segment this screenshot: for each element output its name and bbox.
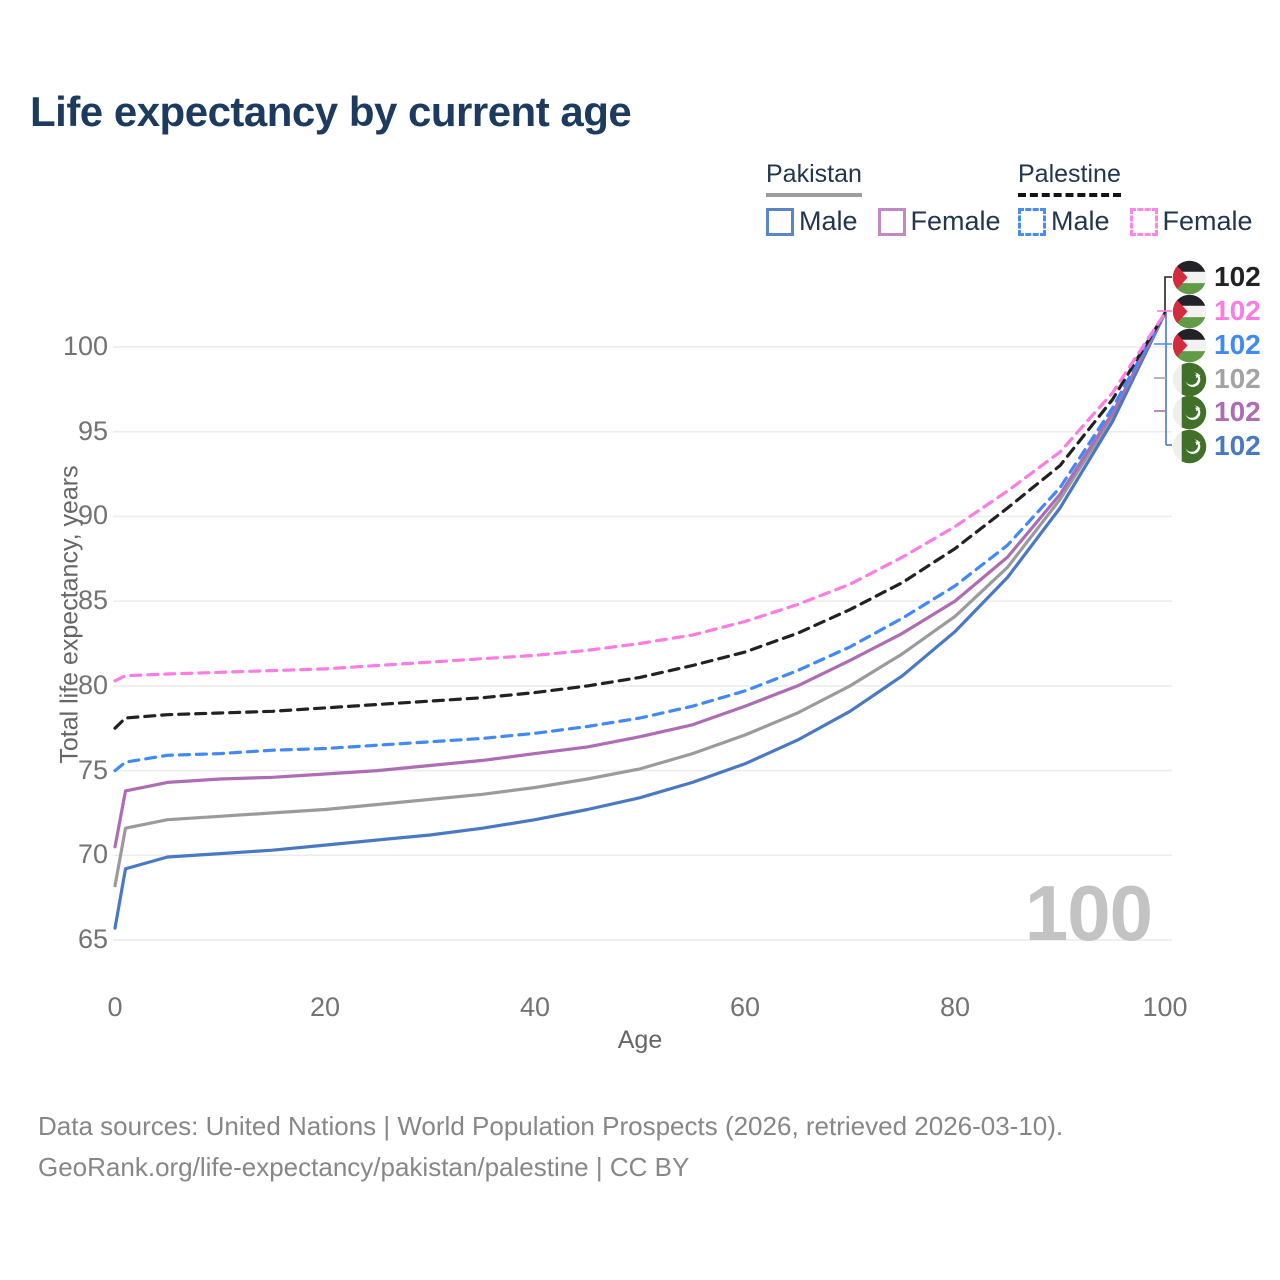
legend-item-palestine-female[interactable]: Female — [1129, 206, 1253, 237]
attribution-line: GeoRank.org/life-expectancy/pakistan/pal… — [38, 1152, 690, 1182]
legend-title-pakistan: Pakistan — [766, 160, 862, 197]
x-axis-title: Age — [617, 1026, 663, 1054]
legend-group-palestine: Palestine Male Female — [1018, 160, 1253, 237]
x-tick-label-80: 80 — [939, 992, 971, 1022]
palestine-male-swatch-icon[interactable] — [1018, 207, 1046, 236]
legend-title-palestine: Palestine — [1018, 160, 1121, 197]
footer: Data sources: United Nations | World Pop… — [38, 1106, 1063, 1188]
end-label-palestine-both[interactable]: 102 — [1172, 259, 1261, 295]
y-tick-label-95: 95 — [77, 415, 108, 446]
pakistan-flag-icon — [1172, 362, 1207, 396]
line-palestine-female[interactable] — [113, 311, 1167, 683]
end-label-pakistan-female[interactable]: 102 — [1172, 394, 1261, 430]
palestine-female-swatch-icon[interactable] — [1129, 207, 1158, 236]
line-palestine-both[interactable] — [113, 311, 1167, 730]
data-source-line: Data sources: United Nations | World Pop… — [38, 1111, 1064, 1141]
legend-group-pakistan: Pakistan Male Female — [766, 160, 1001, 237]
line-pakistan-both[interactable] — [113, 311, 1167, 888]
y-tick-label-90: 90 — [77, 500, 108, 531]
x-tick-label-100: 100 — [1142, 992, 1188, 1022]
palestine-flag-icon — [1172, 260, 1207, 294]
hover-age-watermark: 100 — [1024, 869, 1153, 957]
x-tick-label-0: 0 — [107, 992, 123, 1022]
pakistan-female-swatch-icon[interactable] — [877, 207, 906, 236]
pakistan-flag-icon — [1172, 429, 1207, 463]
y-tick-label-85: 85 — [77, 585, 108, 616]
palestine-flag-icon — [1172, 294, 1207, 328]
end-label-palestine-female[interactable]: 102 — [1172, 293, 1261, 329]
end-label-palestine-male[interactable]: 102 — [1172, 327, 1261, 363]
line-pakistan-female[interactable] — [113, 311, 1167, 849]
y-tick-label-65: 65 — [77, 924, 108, 954]
line-palestine-male[interactable] — [113, 311, 1167, 773]
leader-palestine-both — [1164, 276, 1172, 312]
y-tick-label-100: 100 — [62, 331, 108, 361]
page-title: Life expectancy by current age — [30, 88, 632, 135]
palestine-flag-icon — [1172, 328, 1207, 362]
x-tick-label-60: 60 — [729, 992, 761, 1022]
line-pakistan-male[interactable] — [113, 311, 1167, 930]
y-tick-label-80: 80 — [77, 669, 108, 700]
legend-item-pakistan-female[interactable]: Female — [877, 206, 1001, 237]
y-tick-label-70: 70 — [77, 839, 108, 870]
x-tick-label-20: 20 — [309, 992, 341, 1022]
x-tick-label-40: 40 — [519, 992, 551, 1022]
legend-item-pakistan-male[interactable]: Male — [766, 206, 858, 237]
pakistan-male-swatch-icon[interactable] — [766, 207, 794, 236]
end-label-pakistan-both[interactable]: 102 — [1172, 361, 1261, 397]
pakistan-flag-icon — [1172, 395, 1207, 429]
legend-item-palestine-male[interactable]: Male — [1018, 206, 1110, 237]
y-tick-label-75: 75 — [77, 754, 108, 785]
end-label-pakistan-male[interactable]: 102 — [1172, 428, 1261, 464]
